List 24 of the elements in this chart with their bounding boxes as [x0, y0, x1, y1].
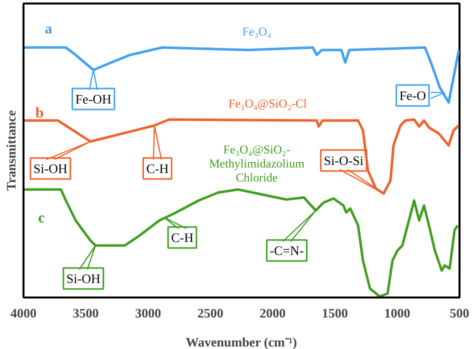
series-label: c — [38, 210, 46, 226]
y-axis-title: Transmittance — [4, 110, 18, 191]
text: Fe₃O₄ — [242, 24, 272, 38]
x-tick-label: 2000 — [260, 306, 286, 320]
series-label: a — [44, 22, 53, 38]
annotation: Si-OH — [66, 271, 100, 286]
annotation: Fe₃O₄@SiO₂- Methylimidazolium Chloride — [209, 142, 306, 185]
series-label: b — [35, 106, 44, 122]
annotation: Si-O-Si — [324, 153, 364, 168]
annotation: C-H — [146, 161, 169, 176]
annotation: Fe-O — [399, 88, 426, 103]
annotation: Fe-OH — [75, 92, 112, 106]
x-tick-label: 1500 — [322, 306, 348, 320]
x-tick-label: 1000 — [384, 306, 410, 320]
annotation: Si-OH — [33, 161, 68, 176]
x-tick-label: 3500 — [72, 306, 99, 320]
annotation: -C=N- — [270, 243, 304, 258]
annotation: C-H — [171, 230, 194, 245]
x-tick-label: 2500 — [197, 306, 224, 320]
x-tick-label: 500 — [450, 306, 470, 320]
x-tick-label: 4000 — [10, 306, 36, 320]
annotation: Fe₃O₄@SiO₂-Cl — [228, 96, 308, 110]
x-axis-title: Wavenumber (cm⁻¹) — [186, 334, 298, 349]
x-tick-label: 3000 — [135, 306, 162, 320]
